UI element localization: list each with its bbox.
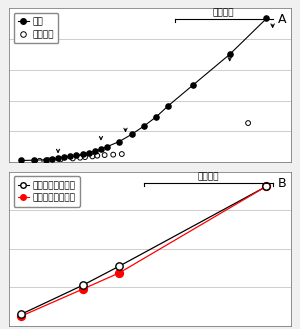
- Legend: 今回の地震：穏算, それより前：穏算: 今回の地震：穏算, それより前：穏算: [14, 176, 80, 207]
- Point: [80, 283, 85, 288]
- Point: [37, 158, 42, 164]
- Point: [46, 158, 51, 163]
- Point: [31, 158, 36, 163]
- Point: [190, 83, 195, 88]
- Point: [56, 156, 60, 161]
- Point: [19, 314, 24, 319]
- Point: [117, 270, 122, 275]
- Point: [95, 153, 100, 158]
- Point: [99, 147, 103, 152]
- Point: [58, 157, 63, 162]
- Point: [80, 151, 85, 157]
- Text: 新小山橋: 新小山橋: [197, 172, 219, 181]
- Point: [117, 264, 122, 269]
- Point: [44, 157, 48, 163]
- Point: [166, 103, 171, 108]
- Legend: 穏算, 箇所ごと: 穏算, 箇所ごと: [14, 13, 59, 43]
- Point: [264, 184, 269, 189]
- Text: B: B: [278, 177, 287, 190]
- Point: [105, 144, 110, 149]
- Point: [80, 287, 85, 292]
- Point: [111, 152, 116, 157]
- Point: [70, 156, 75, 161]
- Point: [142, 123, 146, 129]
- Point: [82, 155, 87, 160]
- Point: [102, 152, 107, 158]
- Point: [246, 120, 250, 126]
- Point: [92, 149, 97, 154]
- Text: 新小山橋: 新小山橋: [213, 9, 234, 17]
- Point: [264, 16, 269, 21]
- Point: [19, 158, 24, 163]
- Point: [62, 155, 67, 160]
- Point: [19, 312, 24, 317]
- Point: [78, 155, 82, 160]
- Point: [119, 151, 124, 157]
- Point: [154, 114, 158, 119]
- Point: [129, 132, 134, 137]
- Text: A: A: [278, 13, 287, 26]
- Point: [90, 154, 95, 159]
- Point: [227, 52, 232, 57]
- Point: [264, 184, 269, 189]
- Point: [50, 157, 54, 162]
- Point: [86, 150, 91, 155]
- Point: [74, 153, 79, 158]
- Point: [117, 139, 122, 144]
- Point: [68, 154, 73, 159]
